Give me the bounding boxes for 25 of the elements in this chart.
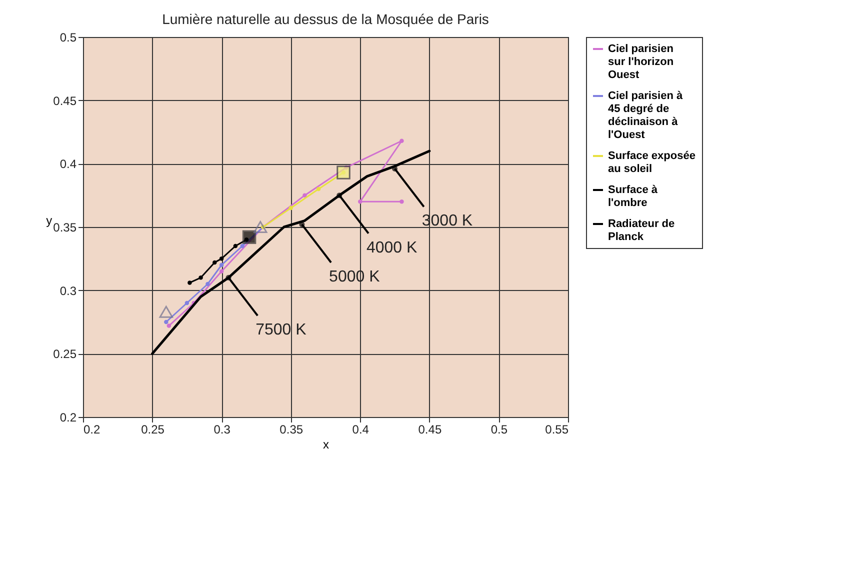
- x-tick-label: 0.4: [352, 422, 370, 436]
- annotation: 7500 K: [256, 322, 307, 339]
- y-tick-label: 0.2: [60, 410, 77, 424]
- x-axis-title: x: [323, 438, 329, 452]
- legend-label: Ciel parisien à 45 degré de déclinaison à l'Ouest: [608, 90, 684, 141]
- x-tick-label: 0.5: [490, 422, 508, 436]
- y-tick-label: 0.25: [53, 347, 77, 362]
- legend-label: Ciel parisien sur l'horizon Ouest: [608, 43, 674, 81]
- legend-label: Radiateur de Planck: [608, 218, 675, 243]
- legend-label: Surface à l'ombre: [608, 184, 658, 209]
- y-axis-title: y: [46, 214, 52, 228]
- y-tick-label: 0.45: [53, 94, 77, 108]
- x-tick-label: 0.25: [141, 422, 165, 436]
- chart-title: Lumière naturelle au dessus de la Mosquée de Paris: [162, 11, 489, 27]
- annotation: 4000 K: [366, 239, 418, 256]
- x-tick-label: 0.35: [280, 422, 304, 436]
- y-tick-label: 0.3: [60, 284, 77, 298]
- y-tick-label: 0.5: [60, 30, 77, 44]
- legend-label: Surface exposée au soleil: [608, 150, 696, 175]
- y-tick-label: 0.35: [53, 220, 77, 234]
- x-tick-label: 0.3: [214, 422, 231, 436]
- x-tick-label: 0.2: [84, 422, 101, 436]
- y-tick-label: 0.4: [60, 157, 77, 172]
- x-tick-label: 0.45: [418, 422, 442, 436]
- x-tick-label: 0.55: [545, 422, 569, 436]
